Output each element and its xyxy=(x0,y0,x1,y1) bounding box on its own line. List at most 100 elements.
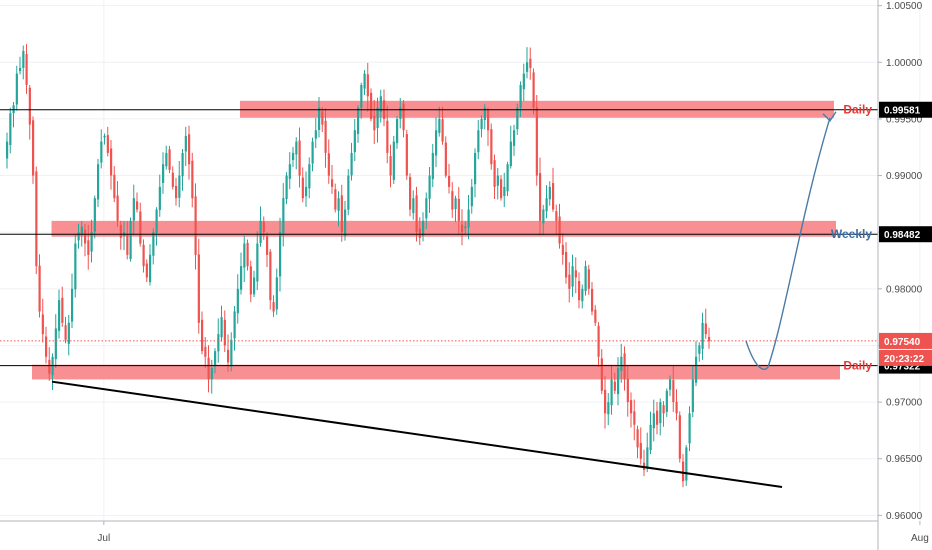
candle-body xyxy=(279,232,282,277)
candle-body xyxy=(360,84,363,108)
candle-body xyxy=(415,195,418,233)
candle-body xyxy=(184,135,187,152)
candle-body xyxy=(214,351,217,367)
candle-body xyxy=(422,220,425,236)
candle-body xyxy=(67,322,70,344)
candle-body xyxy=(142,244,145,267)
candle-body xyxy=(158,186,161,210)
current-price-label-text: 0.97540 xyxy=(884,337,921,348)
candle-body xyxy=(305,186,308,197)
price-tick-label: 0.96000 xyxy=(886,511,923,522)
candle-body xyxy=(370,92,373,119)
candle-body xyxy=(171,172,174,187)
candle-body xyxy=(136,201,139,210)
candle-body xyxy=(646,447,649,469)
candle-body xyxy=(695,356,698,383)
candle-body xyxy=(246,242,249,267)
level-price-label-text: 0.97322 xyxy=(884,362,921,373)
candle-body xyxy=(506,164,509,192)
candle-body xyxy=(639,443,642,459)
price-tick-label: 0.96500 xyxy=(886,454,923,465)
candle-body xyxy=(181,152,184,177)
zone-rect xyxy=(32,364,840,380)
level-note: Weekly xyxy=(831,227,872,241)
candle-body xyxy=(708,336,711,341)
candle-body xyxy=(454,198,457,210)
candle-body xyxy=(438,118,441,133)
candle-body xyxy=(74,243,77,290)
level-price-label-bg xyxy=(879,101,932,118)
candle-body xyxy=(155,209,158,233)
candle-body xyxy=(698,345,701,354)
candle-body xyxy=(402,103,405,131)
candle-body xyxy=(636,429,639,448)
time-tick-label: Aug xyxy=(911,533,929,544)
candle-body xyxy=(38,265,41,312)
level-price-label-text: 0.98482 xyxy=(884,230,921,241)
candle-body xyxy=(516,107,519,130)
candle-body xyxy=(503,186,506,196)
candle-body xyxy=(210,368,213,380)
price-tick-label: 1.00500 xyxy=(886,1,923,12)
candle-body xyxy=(461,224,464,233)
time-axis: JulAugSepOctNovDec2020FebMar xyxy=(0,520,929,544)
candle-body xyxy=(243,243,246,268)
candle-body xyxy=(288,164,291,179)
candle-body xyxy=(103,135,106,138)
candle-body xyxy=(610,379,613,406)
annotations: Daily Weekly Daily xyxy=(51,103,872,489)
candle-body xyxy=(532,72,535,108)
candle-body xyxy=(64,325,67,340)
candle-body xyxy=(233,311,236,339)
candle-body xyxy=(626,378,629,403)
candle-body xyxy=(548,186,551,200)
candle-body xyxy=(555,211,558,221)
candle-body xyxy=(691,379,694,412)
candle-body xyxy=(389,156,392,176)
candle-body xyxy=(45,336,48,357)
candle-body xyxy=(665,390,668,412)
candle-body xyxy=(539,173,542,221)
candle-body xyxy=(467,209,470,228)
current-price-label: 0.97540 xyxy=(879,332,932,349)
candle-body xyxy=(633,411,636,425)
candle-body xyxy=(139,211,142,244)
candle-body xyxy=(191,160,194,199)
candle-body xyxy=(292,152,295,161)
candle-body xyxy=(652,413,655,429)
candle-body xyxy=(282,198,285,234)
candle-body xyxy=(61,297,64,323)
candle-body xyxy=(217,334,220,352)
candle-body xyxy=(373,115,376,131)
candle-body xyxy=(405,134,408,176)
candle-body xyxy=(613,381,616,391)
projection-arrowhead xyxy=(822,111,837,122)
price-tick-label: 0.97000 xyxy=(886,398,923,409)
candle-body xyxy=(669,379,672,390)
candle-body xyxy=(675,401,678,414)
candle-body xyxy=(77,232,80,241)
candle-body xyxy=(623,353,626,380)
candle-body xyxy=(620,356,623,371)
candle-body xyxy=(9,113,12,146)
candle-body xyxy=(194,196,197,255)
candle-body xyxy=(100,141,103,163)
candle-body xyxy=(604,389,607,414)
candle-body xyxy=(435,130,438,156)
candle-body xyxy=(513,130,516,146)
candle-body xyxy=(347,175,350,210)
level-price-label: 0.98482 xyxy=(879,226,932,243)
candle-body xyxy=(574,270,577,278)
candle-body xyxy=(662,405,665,414)
candle-body xyxy=(253,277,256,295)
candle-body xyxy=(240,266,243,290)
candle-body xyxy=(470,186,473,207)
candle-body xyxy=(106,135,109,153)
candle-body xyxy=(678,415,681,459)
candle-body xyxy=(412,198,415,214)
candle-body xyxy=(197,254,200,323)
candle-body xyxy=(568,274,571,289)
level-note: Daily xyxy=(843,359,872,373)
candle-body xyxy=(409,177,412,210)
